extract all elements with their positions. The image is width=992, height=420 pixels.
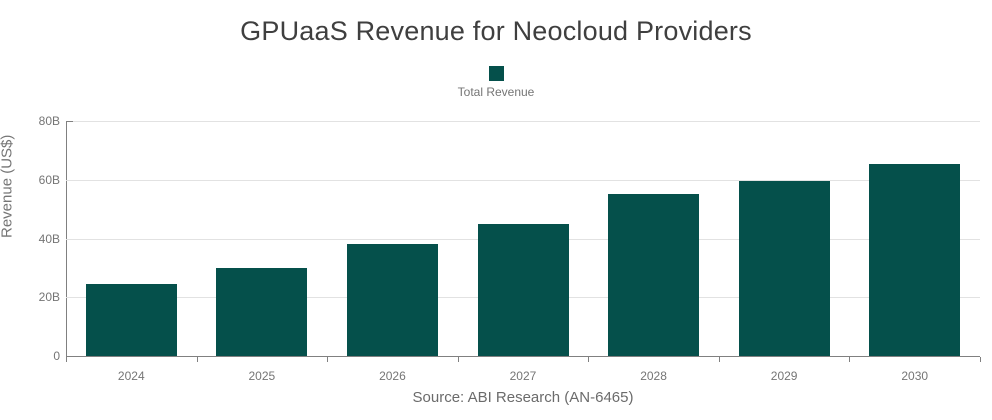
x-tick-label-2024: 2024	[117, 369, 145, 383]
y-tick-label: 80B	[38, 114, 60, 128]
x-tick-label-2030: 2030	[901, 369, 929, 383]
x-axis-tick	[849, 357, 851, 362]
chart-title: GPUaaS Revenue for Neocloud Providers	[240, 16, 752, 46]
x-axis-tick	[66, 357, 67, 362]
bar-2027[interactable]	[477, 223, 569, 356]
x-tick-label-2025: 2025	[248, 369, 276, 383]
plot-area	[66, 121, 981, 362]
x-tick-label-2026: 2026	[379, 369, 406, 383]
x-axis-line	[66, 356, 980, 357]
gridline-60B	[66, 179, 980, 181]
y-tick-label: 0	[53, 349, 60, 363]
gridline-80B	[66, 121, 980, 122]
x-axis-tick	[718, 357, 720, 362]
bar-2029[interactable]	[738, 181, 830, 356]
y-tick-label: 60B	[38, 172, 60, 187]
bar-2024[interactable]	[85, 284, 177, 356]
x-axis-tick	[980, 357, 981, 362]
y-tick-label: 20B	[38, 290, 60, 305]
legend-swatch-icon	[488, 66, 504, 81]
x-tick-label-2028: 2028	[640, 369, 667, 383]
x-axis-tick	[588, 357, 590, 362]
bar-2028[interactable]	[608, 194, 700, 356]
y-tick-label: 40B	[38, 231, 60, 246]
x-axis-tick	[196, 357, 198, 362]
x-axis-tick	[327, 357, 329, 362]
bar-2025[interactable]	[216, 267, 308, 356]
x-tick-label-2027: 2027	[509, 369, 537, 383]
bar-2026[interactable]	[346, 244, 438, 356]
legend[interactable]: Total Revenue	[0, 66, 992, 99]
x-tick-label-2029: 2029	[770, 369, 798, 383]
legend-label: Total Revenue	[457, 85, 535, 99]
source-note: Source: ABI Research (AN-6465)	[412, 389, 634, 406]
y-axis-tick	[66, 121, 73, 122]
bar-2030[interactable]	[869, 163, 961, 356]
x-axis-tick	[457, 357, 459, 362]
